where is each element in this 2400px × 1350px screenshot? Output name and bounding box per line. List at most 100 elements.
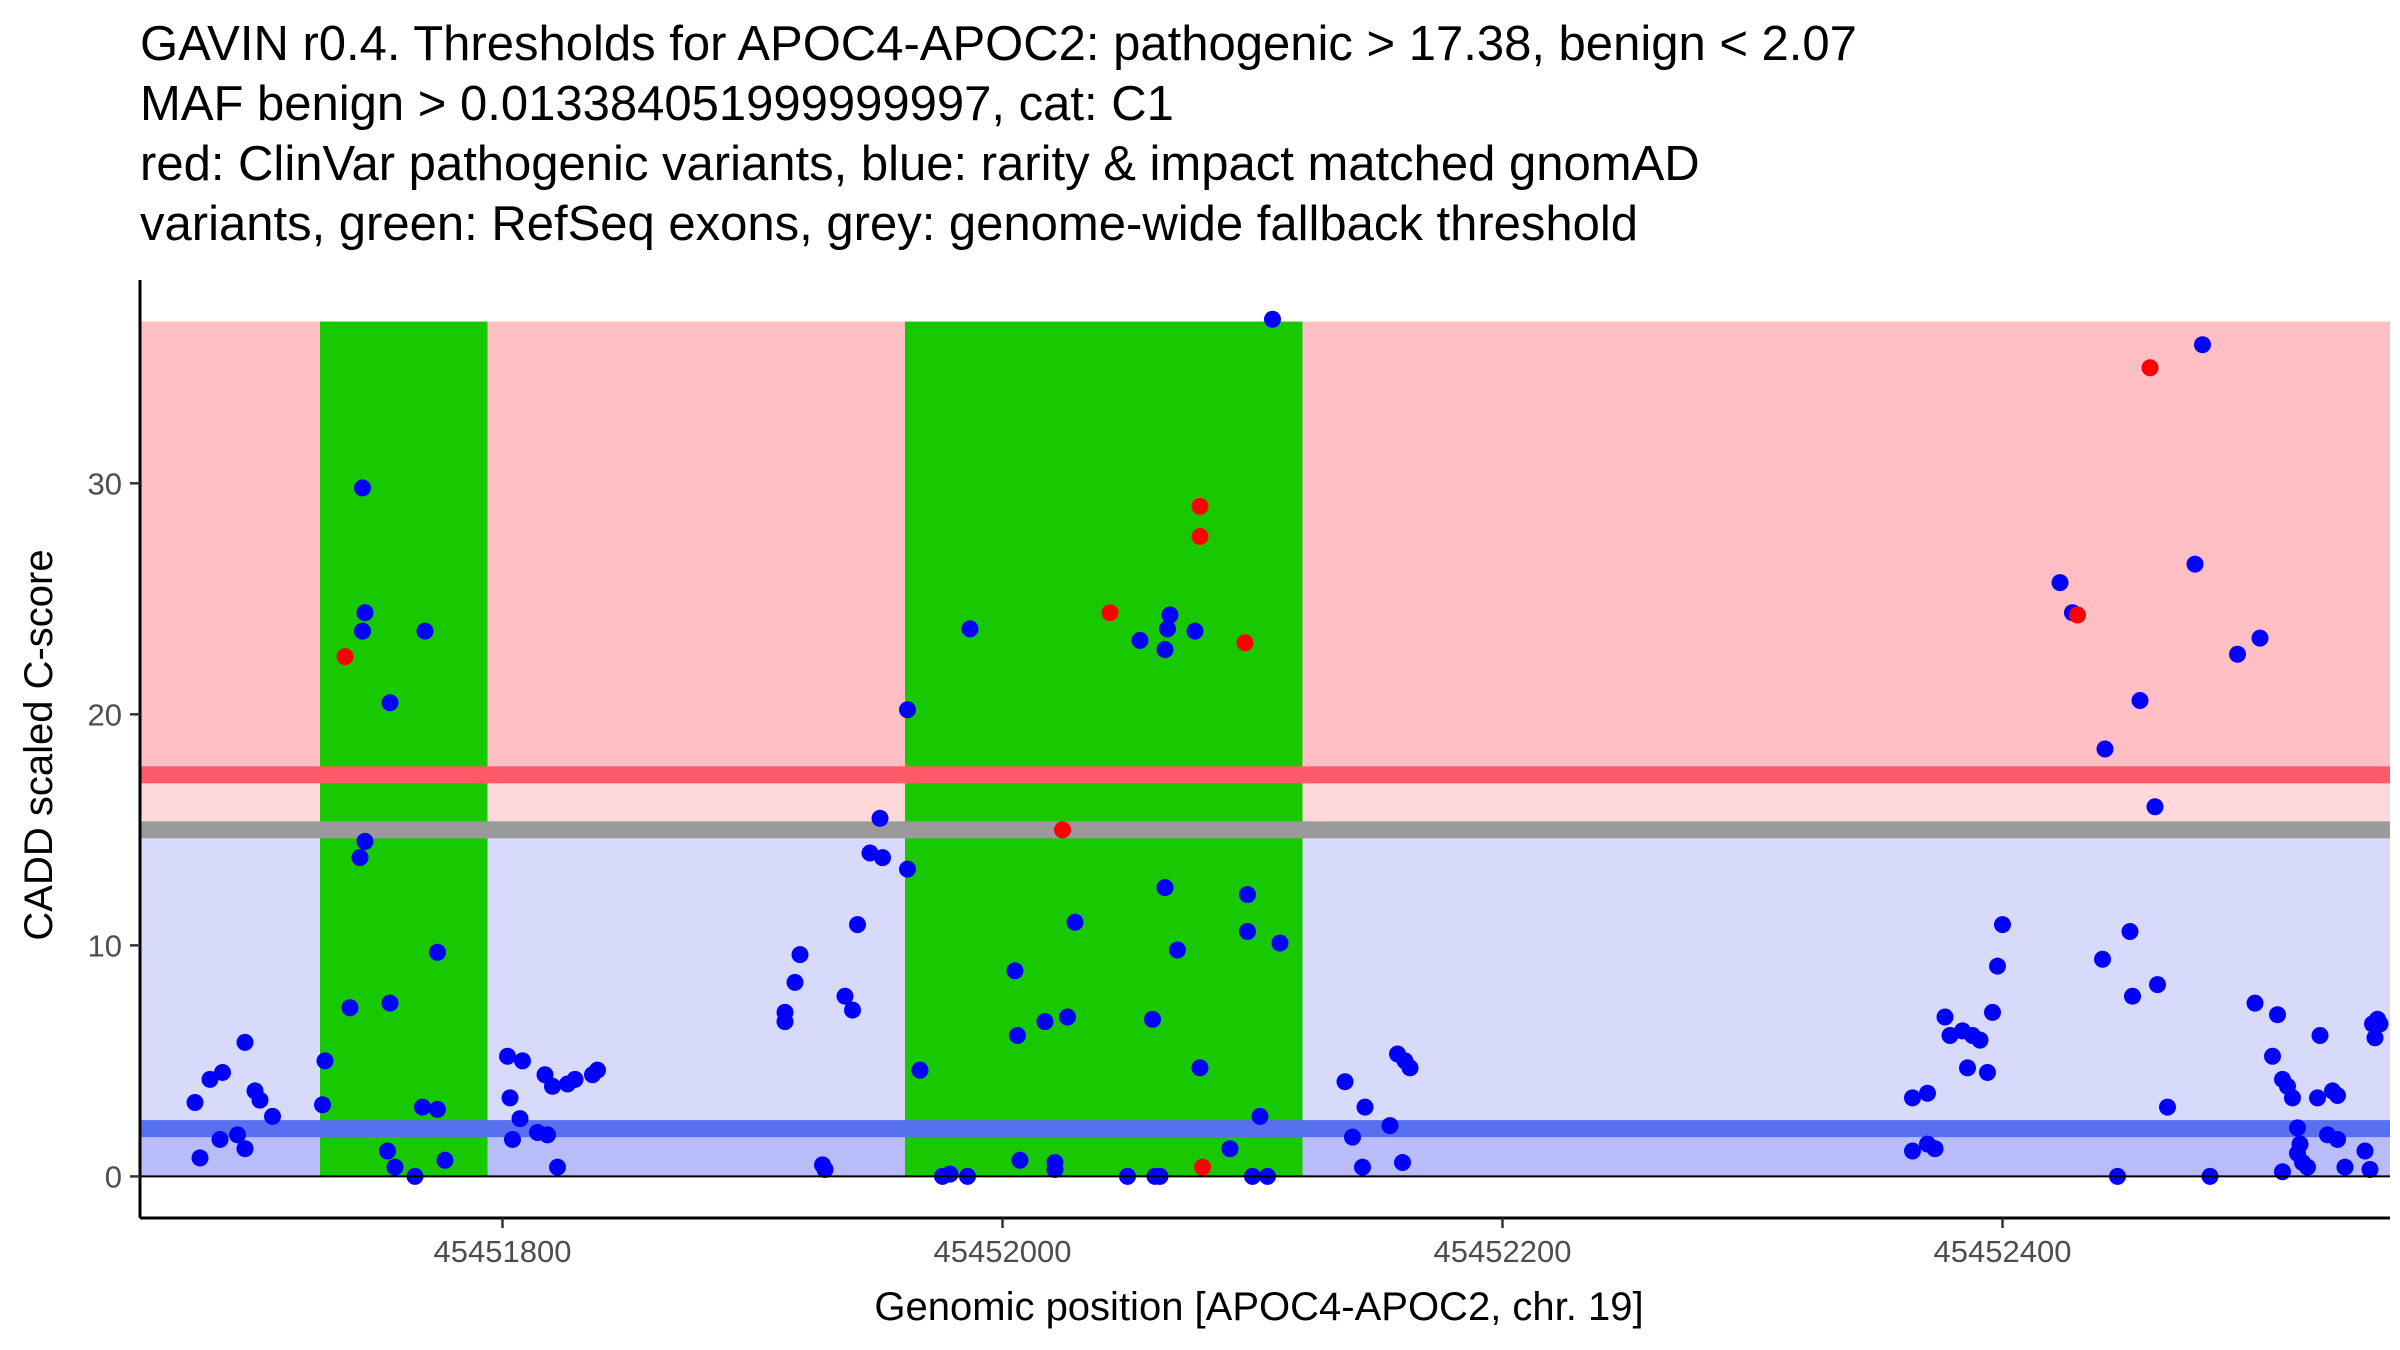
gnomad-point — [386, 1158, 404, 1176]
gnomad-point — [1994, 916, 2011, 934]
title-line-2: MAF benign > 0.013384051999999997, cat: … — [140, 77, 1174, 131]
title-line-1: GAVIN r0.4. Thresholds for APOC4-APOC2: … — [140, 17, 1857, 71]
gnomad-point — [961, 620, 979, 638]
clinvar-point — [1101, 604, 1119, 622]
gnomad-point — [2251, 629, 2269, 647]
gnomad-point — [211, 1130, 229, 1148]
gnomad-point — [536, 1066, 554, 1084]
gnomad-point — [1186, 622, 1204, 640]
gnomad-point — [2229, 645, 2246, 663]
gnomad-point — [776, 1003, 794, 1021]
gnomad-point — [236, 1033, 254, 1051]
y-tick-label: 20 — [88, 697, 122, 732]
gnomad-point — [1156, 641, 1174, 659]
gnomad-point — [1006, 962, 1024, 980]
gnomad-point — [849, 916, 866, 934]
gnomad-point — [214, 1063, 231, 1081]
x-axis-title: Genomic position [APOC4-APOC2, chr. 19] — [874, 1285, 1643, 1329]
gnomad-point — [1271, 934, 1289, 952]
gnomad-point — [351, 849, 369, 867]
gnomad-point — [316, 1052, 334, 1070]
gnomad-point — [1239, 923, 1256, 941]
exon-bars — [320, 321, 1303, 1177]
gnomad-point — [816, 1160, 834, 1178]
clinvar-point — [336, 648, 354, 666]
gnomad-point — [911, 1061, 929, 1079]
gnomad-point — [1381, 1117, 1399, 1135]
gnomad-point — [2311, 1026, 2329, 1044]
gnomad-point — [341, 999, 359, 1017]
x-tick-label: 45451800 — [434, 1234, 572, 1269]
gnomad-point — [1979, 1063, 1996, 1081]
gnomad-point — [1191, 1059, 1209, 1077]
gnomad-point — [2329, 1130, 2346, 1148]
gnomad-point — [2149, 976, 2166, 994]
gnomad-point — [1336, 1073, 1354, 1091]
gnomad-point — [381, 694, 399, 712]
x-tick-label: 45452200 — [1434, 1234, 1572, 1269]
gnomad-point — [1394, 1154, 1411, 1172]
gnomad-point — [191, 1149, 209, 1167]
gnomad-point — [2371, 1015, 2389, 1033]
gnomad-point — [1354, 1158, 1371, 1176]
gnomad-point — [1046, 1160, 1064, 1178]
gnomad-point — [2366, 1029, 2384, 1047]
gnomad-point — [511, 1110, 529, 1128]
gnomad-point — [791, 946, 809, 964]
clinvar-point — [1191, 497, 1209, 515]
gnomad-point — [501, 1089, 519, 1107]
gnomad-point — [1239, 886, 1256, 904]
gnomad-point — [1059, 1008, 1076, 1026]
gnomad-point — [2146, 798, 2164, 816]
gnomad-point — [589, 1061, 606, 1079]
gnomad-point — [429, 943, 446, 961]
gnomad-point — [2131, 691, 2149, 709]
y-axis-title: CADD scaled C-score — [17, 549, 61, 940]
gnomad-point — [414, 1098, 431, 1116]
gnomad-point — [1144, 1010, 1161, 1028]
gnomad-point — [2299, 1158, 2316, 1176]
gnomad-point — [941, 1165, 959, 1183]
gnomad-point — [2159, 1098, 2176, 1116]
gnomad-point — [2289, 1119, 2306, 1137]
gnomad-point — [899, 701, 916, 719]
gnomad-point — [354, 622, 371, 640]
gnomad-point — [1989, 957, 2006, 975]
gnomad-point — [1131, 631, 1149, 649]
exon-bar-2 — [905, 321, 1303, 1177]
gnomad-point — [844, 1001, 861, 1019]
x-tick-label: 45452000 — [934, 1234, 1072, 1269]
gnomad-point — [1251, 1107, 1269, 1125]
gnomad-point — [1904, 1142, 1921, 1160]
gnomad-point — [2361, 1160, 2379, 1178]
gnomad-point — [416, 622, 434, 640]
gnomad-point — [2274, 1163, 2291, 1181]
axis-ticks: 45451800 45452000 45452200 45452400 0 10 20 30 — [88, 466, 2072, 1269]
gnomad-point — [1344, 1128, 1361, 1146]
gnomad-point — [2264, 1047, 2281, 1065]
gnomad-point — [186, 1093, 204, 1111]
clinvar-point — [1194, 1158, 1211, 1176]
gnomad-point — [1904, 1089, 1921, 1107]
clinvar-point — [1054, 821, 1071, 839]
gnomad-point — [1401, 1059, 1419, 1077]
gnomad-point — [429, 1100, 446, 1118]
gnomad-point — [514, 1052, 531, 1070]
title-line-3: red: ClinVar pathogenic variants, blue: … — [140, 137, 1700, 191]
gnomad-point — [871, 809, 889, 827]
gnomad-point — [1159, 620, 1176, 638]
gnomad-point — [1011, 1151, 1029, 1169]
gnomad-point — [1971, 1031, 1989, 1049]
clinvar-point — [1191, 527, 1209, 545]
clinvar-point — [2141, 359, 2159, 377]
gnomad-point — [314, 1096, 331, 1114]
gnomad-point — [874, 849, 891, 867]
gnomad-point — [2269, 1006, 2286, 1024]
gnomad-point — [539, 1126, 556, 1144]
gnomad-point — [1036, 1013, 1054, 1031]
gnomad-point — [2121, 923, 2139, 941]
gnomad-point — [379, 1142, 396, 1160]
gnomad-point — [2336, 1158, 2354, 1176]
gnomad-point — [2051, 574, 2069, 592]
gnomad-point — [1169, 941, 1186, 959]
